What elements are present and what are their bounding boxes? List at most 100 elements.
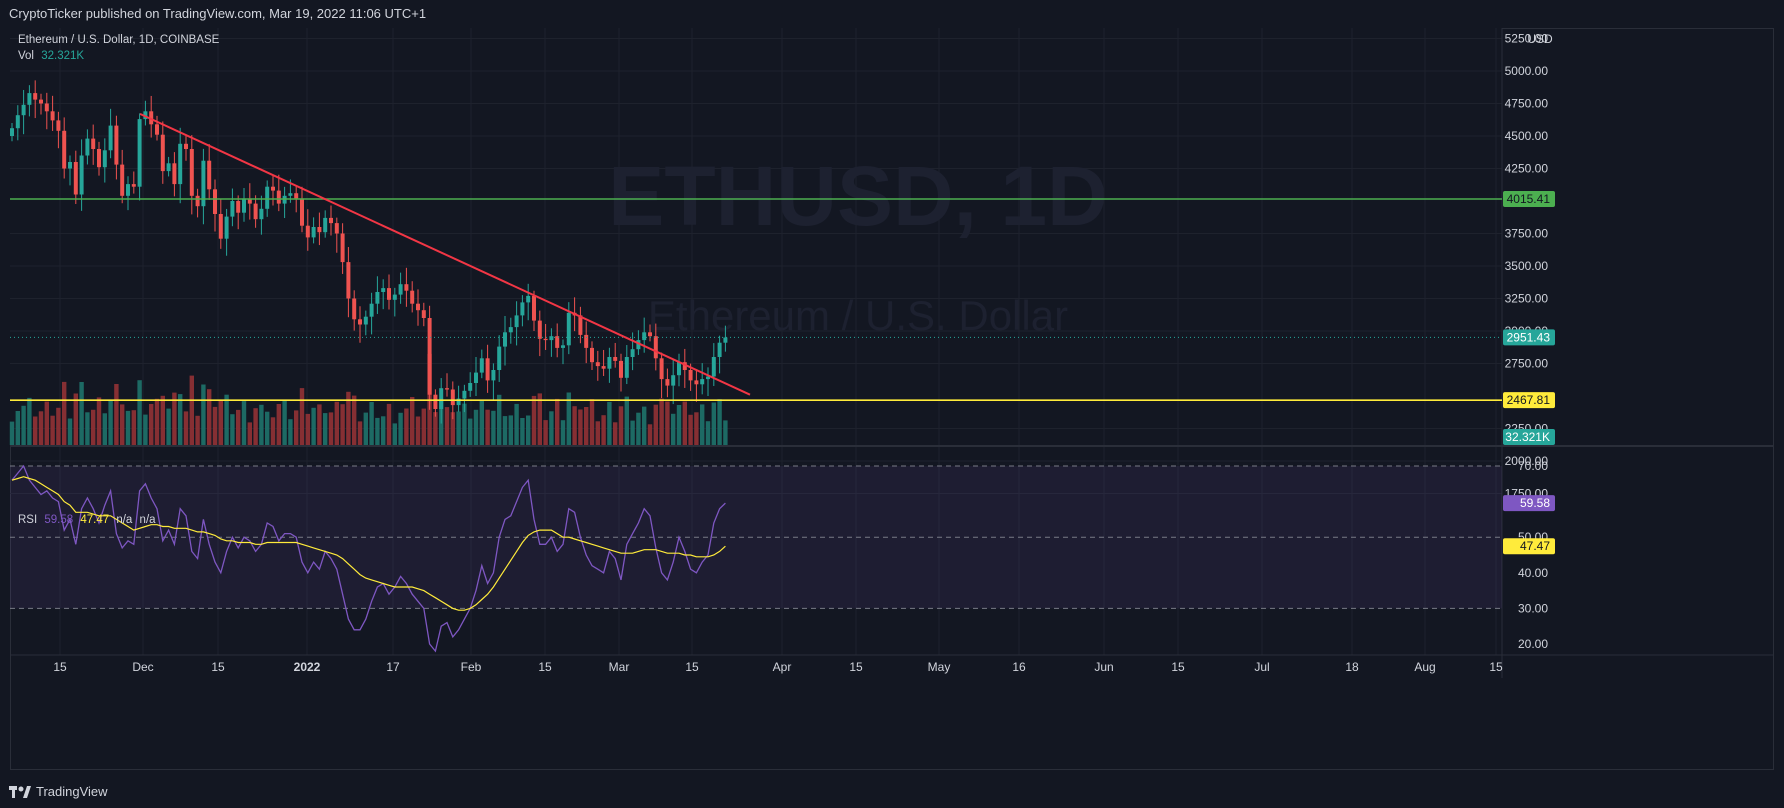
candle-body xyxy=(300,198,304,226)
candle-body xyxy=(439,388,444,409)
volume-tag-bg xyxy=(1503,429,1555,445)
symbol-legend[interactable]: Ethereum / U.S. Dollar, 1D, COINBASE xyxy=(18,34,219,46)
candle-body xyxy=(642,332,647,341)
candle-body xyxy=(329,217,333,224)
volume-bar xyxy=(96,397,102,445)
candle-body xyxy=(416,303,420,311)
candle-body xyxy=(648,332,652,337)
volume-bar xyxy=(415,416,421,445)
volume-bar xyxy=(288,419,293,445)
candle-body xyxy=(613,357,618,361)
candle-body xyxy=(723,337,728,343)
candle-body xyxy=(184,143,188,149)
currency-label: USD xyxy=(1527,32,1553,46)
candle-body xyxy=(479,358,484,373)
volume-bar xyxy=(120,404,125,445)
candle-body xyxy=(607,357,612,369)
volume-legend[interactable]: Vol 32.321K xyxy=(18,50,84,62)
volume-bar xyxy=(647,424,653,445)
rsi-value-tag-bg xyxy=(1503,495,1555,512)
price-tick-label: 2750.00 xyxy=(1505,357,1549,371)
price-tick-label: 3250.00 xyxy=(1505,292,1549,306)
volume-bar xyxy=(183,411,189,445)
volume-bar xyxy=(218,399,223,445)
candle-body xyxy=(717,342,722,357)
volume-bar xyxy=(566,392,571,445)
price-tick-label: 4250.00 xyxy=(1505,162,1549,176)
candle-body xyxy=(62,130,67,169)
volume-bar xyxy=(607,401,612,445)
volume-bar xyxy=(294,410,299,445)
rsi-legend[interactable]: RSI 59.58 47.47 n/a n/a xyxy=(18,514,156,526)
candle-body xyxy=(381,288,386,292)
candle-body xyxy=(450,389,455,406)
candle-body xyxy=(230,201,235,217)
candle-body xyxy=(387,288,391,300)
candle-body xyxy=(155,124,159,135)
time-tick-label: Jun xyxy=(1094,660,1113,674)
candle-body xyxy=(178,143,183,185)
time-tick-label: 15 xyxy=(1171,660,1185,674)
candle-body xyxy=(27,93,32,105)
volume-bar xyxy=(317,404,322,445)
time-axis[interactable]: 15 Dec 15 2022 17 Feb 15 Mar 15 Apr 15 May 16 Jun 15 Ju… xyxy=(53,660,1503,674)
symbol-line: Ethereum / U.S. Dollar, 1D, COINBASE xyxy=(18,34,220,46)
volume-bar xyxy=(537,393,542,445)
time-tick-label: 15 xyxy=(685,660,699,674)
tradingview-logo[interactable]: TradingView xyxy=(9,784,108,799)
candle-body xyxy=(682,362,687,370)
candle-body xyxy=(160,134,165,172)
volume-bar xyxy=(15,411,20,445)
price-tick-label: 4750.00 xyxy=(1505,97,1549,111)
time-tick-label: 18 xyxy=(1345,660,1359,674)
candle-body xyxy=(392,294,397,300)
candle-body xyxy=(276,190,281,204)
candle-body xyxy=(259,208,264,220)
chart-canvas[interactable]: ETHUSD, 1D Ethereum / U.S. Dollar 5250.0… xyxy=(0,0,1784,776)
vol-label: Vol xyxy=(18,50,34,62)
volume-bar xyxy=(705,421,711,445)
volume-bar xyxy=(21,405,26,445)
volume-bar xyxy=(207,389,212,445)
volume-bar xyxy=(624,396,629,445)
volume-bar xyxy=(381,416,386,445)
volume-bar xyxy=(421,408,426,445)
volume-bar xyxy=(653,404,658,445)
rsi-line xyxy=(11,464,726,653)
candle-body xyxy=(120,164,125,196)
candle-body xyxy=(114,125,119,165)
candle-body xyxy=(166,163,171,172)
volume-bar xyxy=(299,388,305,445)
volume-bar xyxy=(154,398,160,445)
price-axis[interactable]: 5250.00 5000.00 4750.00 4500.00 4250.00 3750.… xyxy=(1503,32,1555,652)
volume-bar xyxy=(456,411,461,445)
candle-body xyxy=(126,184,130,196)
rsi-tick-label: 20.00 xyxy=(1518,637,1548,651)
volume-bar xyxy=(334,401,339,445)
rsi-ma-tag-bg xyxy=(1503,538,1555,555)
candle-body xyxy=(706,376,710,380)
volume-bar xyxy=(711,402,716,445)
trend-line-segment xyxy=(139,112,751,396)
volume-bar xyxy=(595,421,600,445)
volume-bar xyxy=(33,416,38,445)
volume-bar xyxy=(276,404,281,445)
price-tick-label: 2000.00 xyxy=(1505,454,1549,468)
candle-body xyxy=(294,193,299,199)
volume-bar xyxy=(514,403,519,445)
candle-body xyxy=(317,227,322,233)
volume-bar xyxy=(502,416,508,445)
candle-body xyxy=(131,184,136,187)
volume-bar xyxy=(723,420,728,445)
rsi-value-tag: 59.58 xyxy=(1520,496,1550,510)
candle-body xyxy=(636,340,641,350)
candle-body xyxy=(497,346,502,370)
candle-body xyxy=(462,390,467,399)
candle-body xyxy=(427,318,432,395)
volume-bar xyxy=(38,411,44,445)
candle-body xyxy=(677,362,681,376)
trend-line[interactable] xyxy=(139,112,751,396)
candle-body xyxy=(398,284,403,295)
price-tick-label: 3500.00 xyxy=(1505,259,1549,273)
candle-body xyxy=(485,358,490,381)
